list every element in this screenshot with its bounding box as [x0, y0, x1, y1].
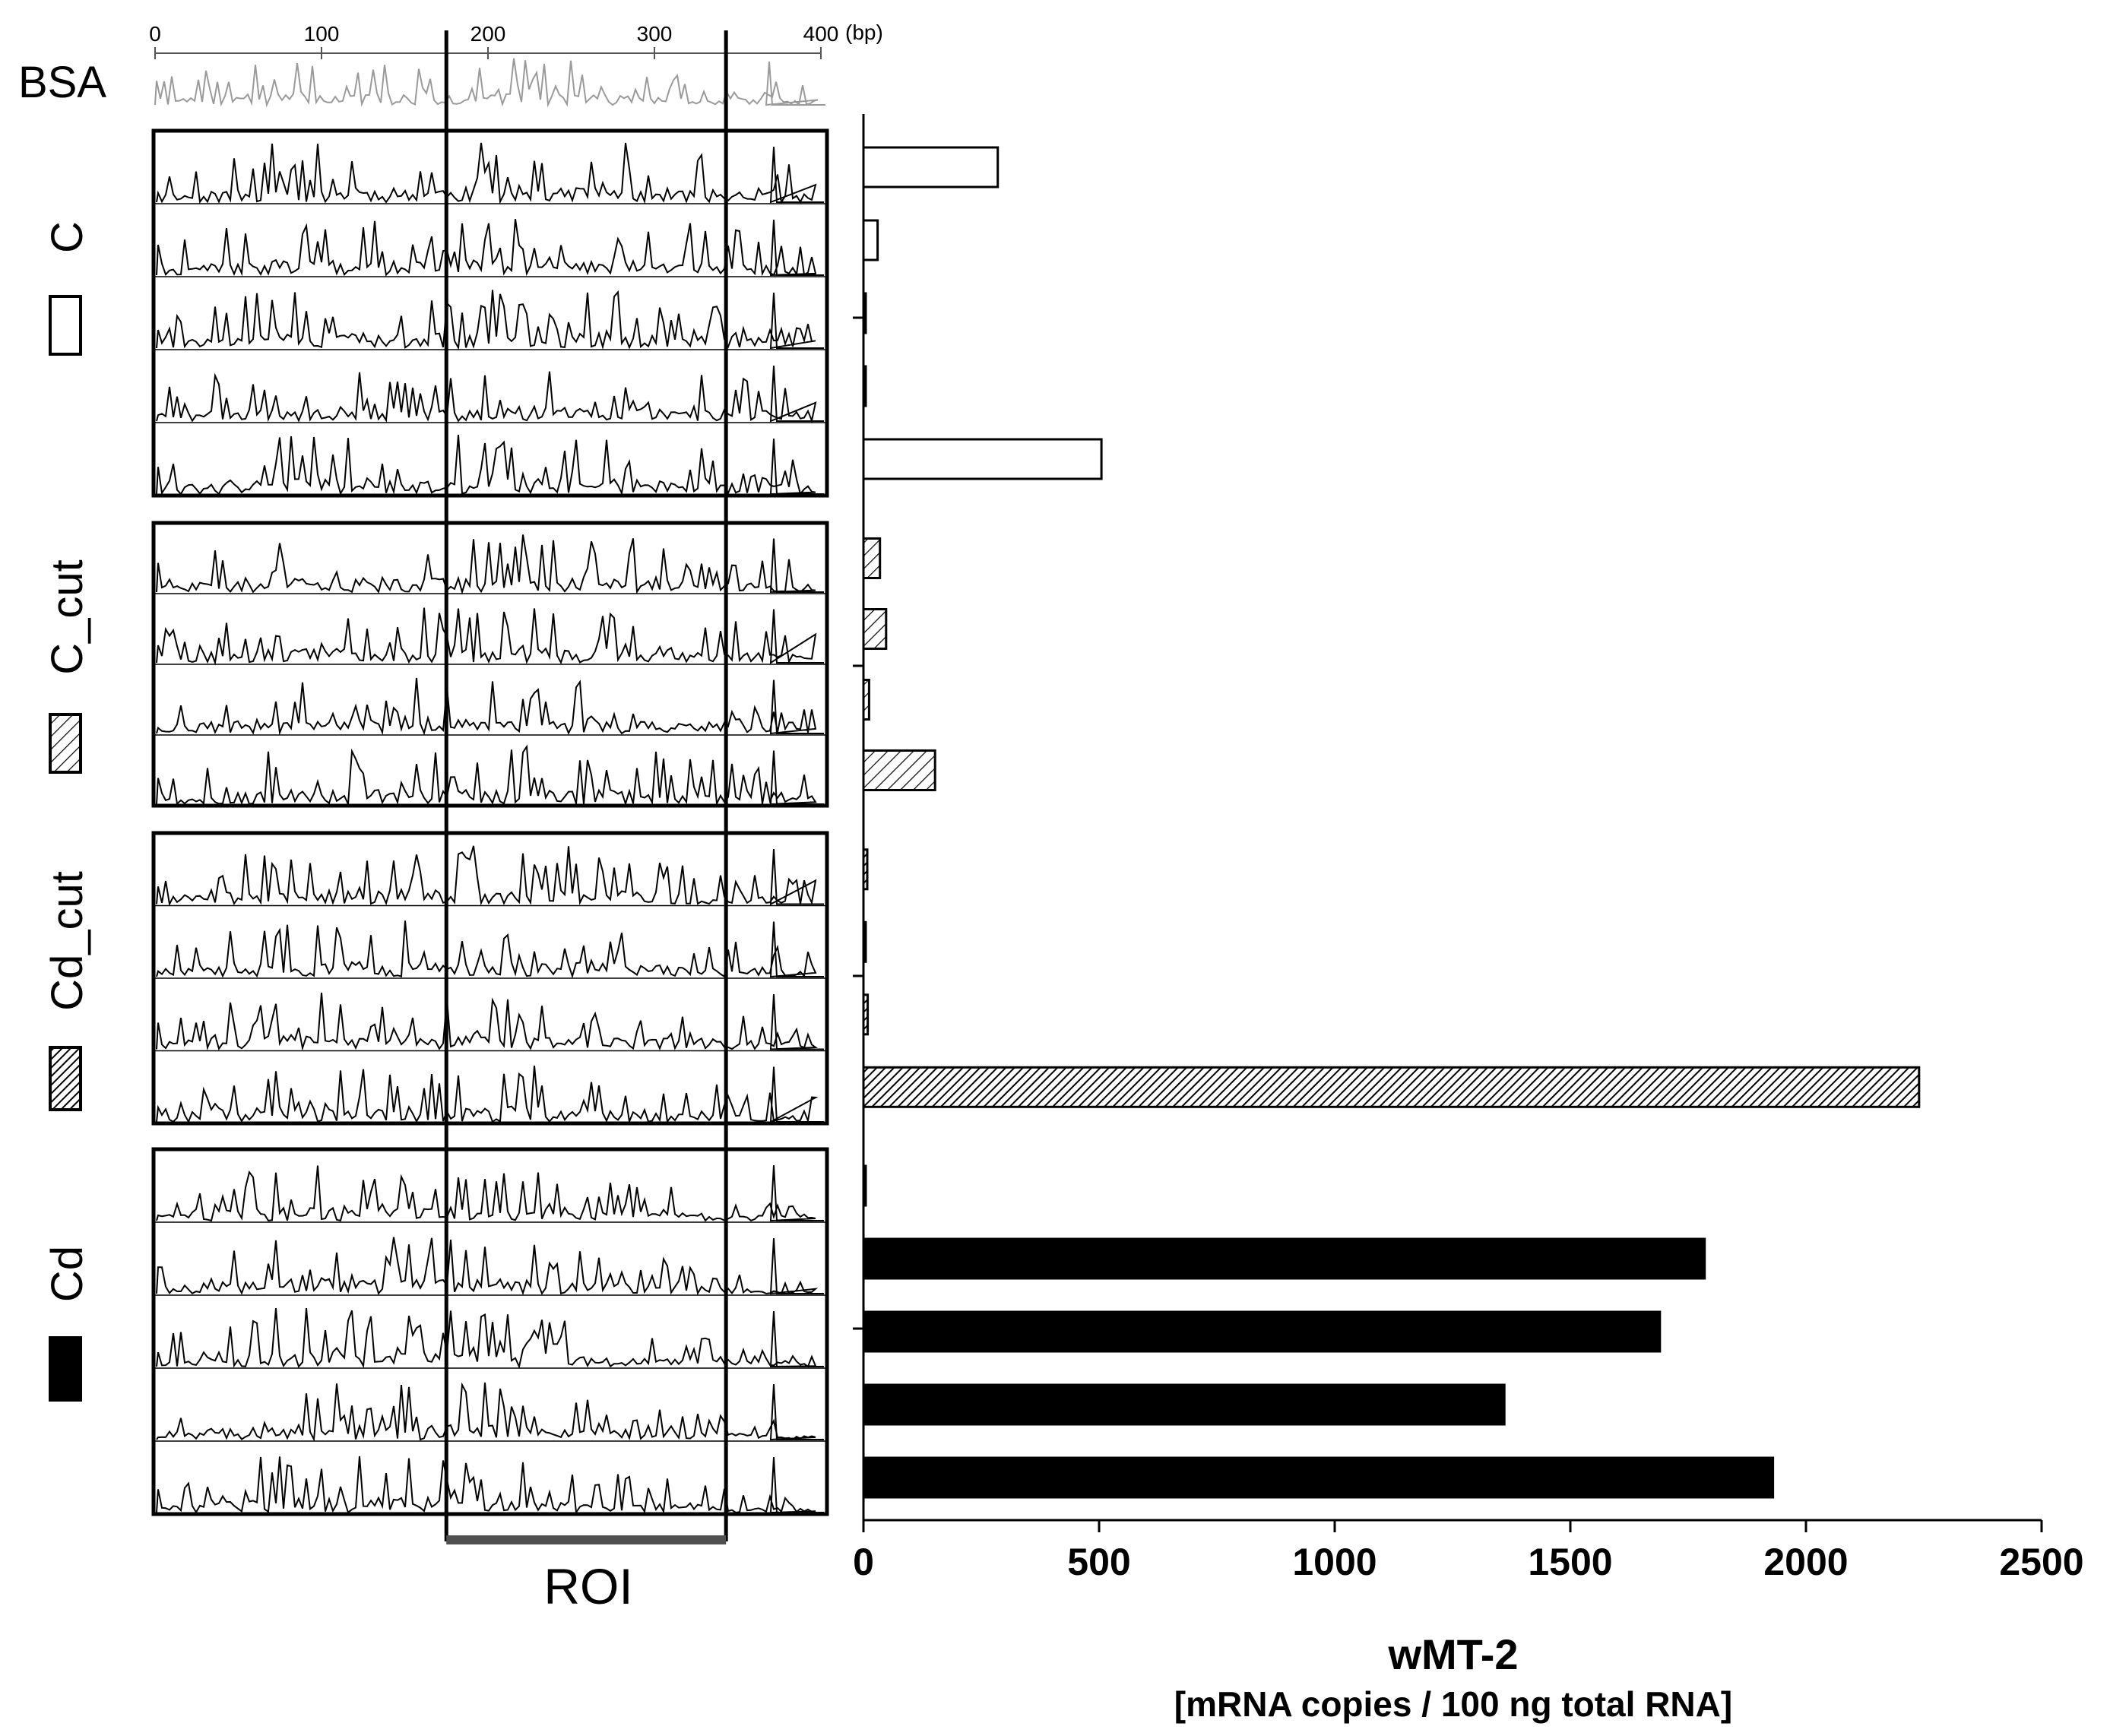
electropherogram-trace [156, 1382, 824, 1442]
bp-tick-label: 300 [637, 22, 673, 46]
bar-chart: 0 500 1000 1500 2000 2500 [853, 114, 2084, 1583]
bar-c [862, 438, 1103, 480]
group-labels: C C_cut Cd_cut Cd [43, 221, 92, 1402]
x-tick-label: 2000 [1763, 1541, 1848, 1583]
x-tick-label: 0 [853, 1541, 874, 1583]
bsa-trace-line [154, 58, 825, 108]
electropherogram-trace [156, 920, 824, 979]
roi-bar [446, 1535, 727, 1544]
bar-c [862, 292, 867, 334]
bar-cd-cut [862, 848, 869, 891]
bar-c [862, 365, 867, 407]
bar-cd [862, 1383, 1506, 1426]
group-label-cd: Cd [43, 1246, 92, 1302]
bsa-trace [154, 58, 825, 108]
bar-cd [862, 1237, 1706, 1280]
roi-label: ROI [543, 1558, 632, 1614]
bar-cd [862, 1164, 867, 1207]
group-label-c-cut: C_cut [43, 559, 92, 675]
bar-c-cut [862, 679, 870, 721]
electropherogram-trace [156, 366, 824, 423]
bar-cd [862, 1456, 1775, 1499]
electropherogram-trace [156, 290, 824, 350]
panel-box [151, 128, 829, 498]
x-tick-label: 1000 [1292, 1541, 1377, 1583]
legend-swatch-open [49, 295, 82, 356]
bar-c [862, 219, 879, 261]
x-tick-label: 500 [1067, 1541, 1130, 1583]
panel-box [151, 1147, 829, 1516]
electropherogram-trace [156, 1308, 824, 1370]
group-label-cd-cut: Cd_cut [43, 871, 92, 1011]
bp-axis: 0 100 200 300 400 [149, 22, 838, 59]
electropherogram-trace [156, 607, 824, 666]
x-tick-label: 1500 [1528, 1541, 1612, 1583]
electropherogram-panels [151, 128, 829, 1516]
panel-box [151, 521, 829, 808]
legend-swatch-hatch-light [49, 713, 82, 774]
x-axis-title: wMT-2 [1387, 1630, 1518, 1678]
electropherogram-trace [156, 845, 824, 907]
electropherogram-trace [156, 534, 824, 595]
bp-tick-label: 200 [470, 22, 506, 46]
bar-c [862, 146, 1000, 188]
bar-cd-cut [862, 1066, 1921, 1108]
electropherogram-trace [156, 142, 824, 204]
electropherogram-trace [156, 1456, 824, 1515]
bar-c-cut [862, 608, 888, 650]
bp-unit-label: (bp) [845, 21, 883, 44]
bar-cd [862, 1310, 1662, 1353]
group-label-c: C [43, 221, 92, 253]
bp-tick-label: 100 [304, 22, 340, 46]
x-tick-label: 2500 [1999, 1541, 2083, 1583]
x-axis-subtitle: [mRNA copies / 100 ng total RNA] [1174, 1684, 1732, 1724]
bar-cd-cut [862, 993, 870, 1036]
electropherogram-trace [156, 1237, 824, 1296]
electropherogram-trace [156, 993, 824, 1051]
bsa-label: BSA [18, 58, 106, 107]
electropherogram-trace [156, 434, 824, 496]
bar-c-cut [862, 537, 882, 579]
bp-tick-label: 0 [149, 22, 161, 46]
bar-cd-cut [862, 920, 867, 963]
electropherogram-trace [156, 219, 824, 277]
bar-c-cut [862, 749, 936, 791]
roi-region [444, 30, 728, 1544]
panel-box [151, 831, 829, 1126]
electropherogram-trace [156, 1165, 824, 1222]
electropherogram-trace [156, 1066, 824, 1125]
bp-tick-label: 400 [803, 22, 839, 46]
legend-swatch-solid [49, 1336, 82, 1402]
legend-swatch-hatch-dense [49, 1046, 82, 1111]
electropherogram-trace [156, 744, 824, 807]
electropherogram-trace [156, 677, 824, 736]
